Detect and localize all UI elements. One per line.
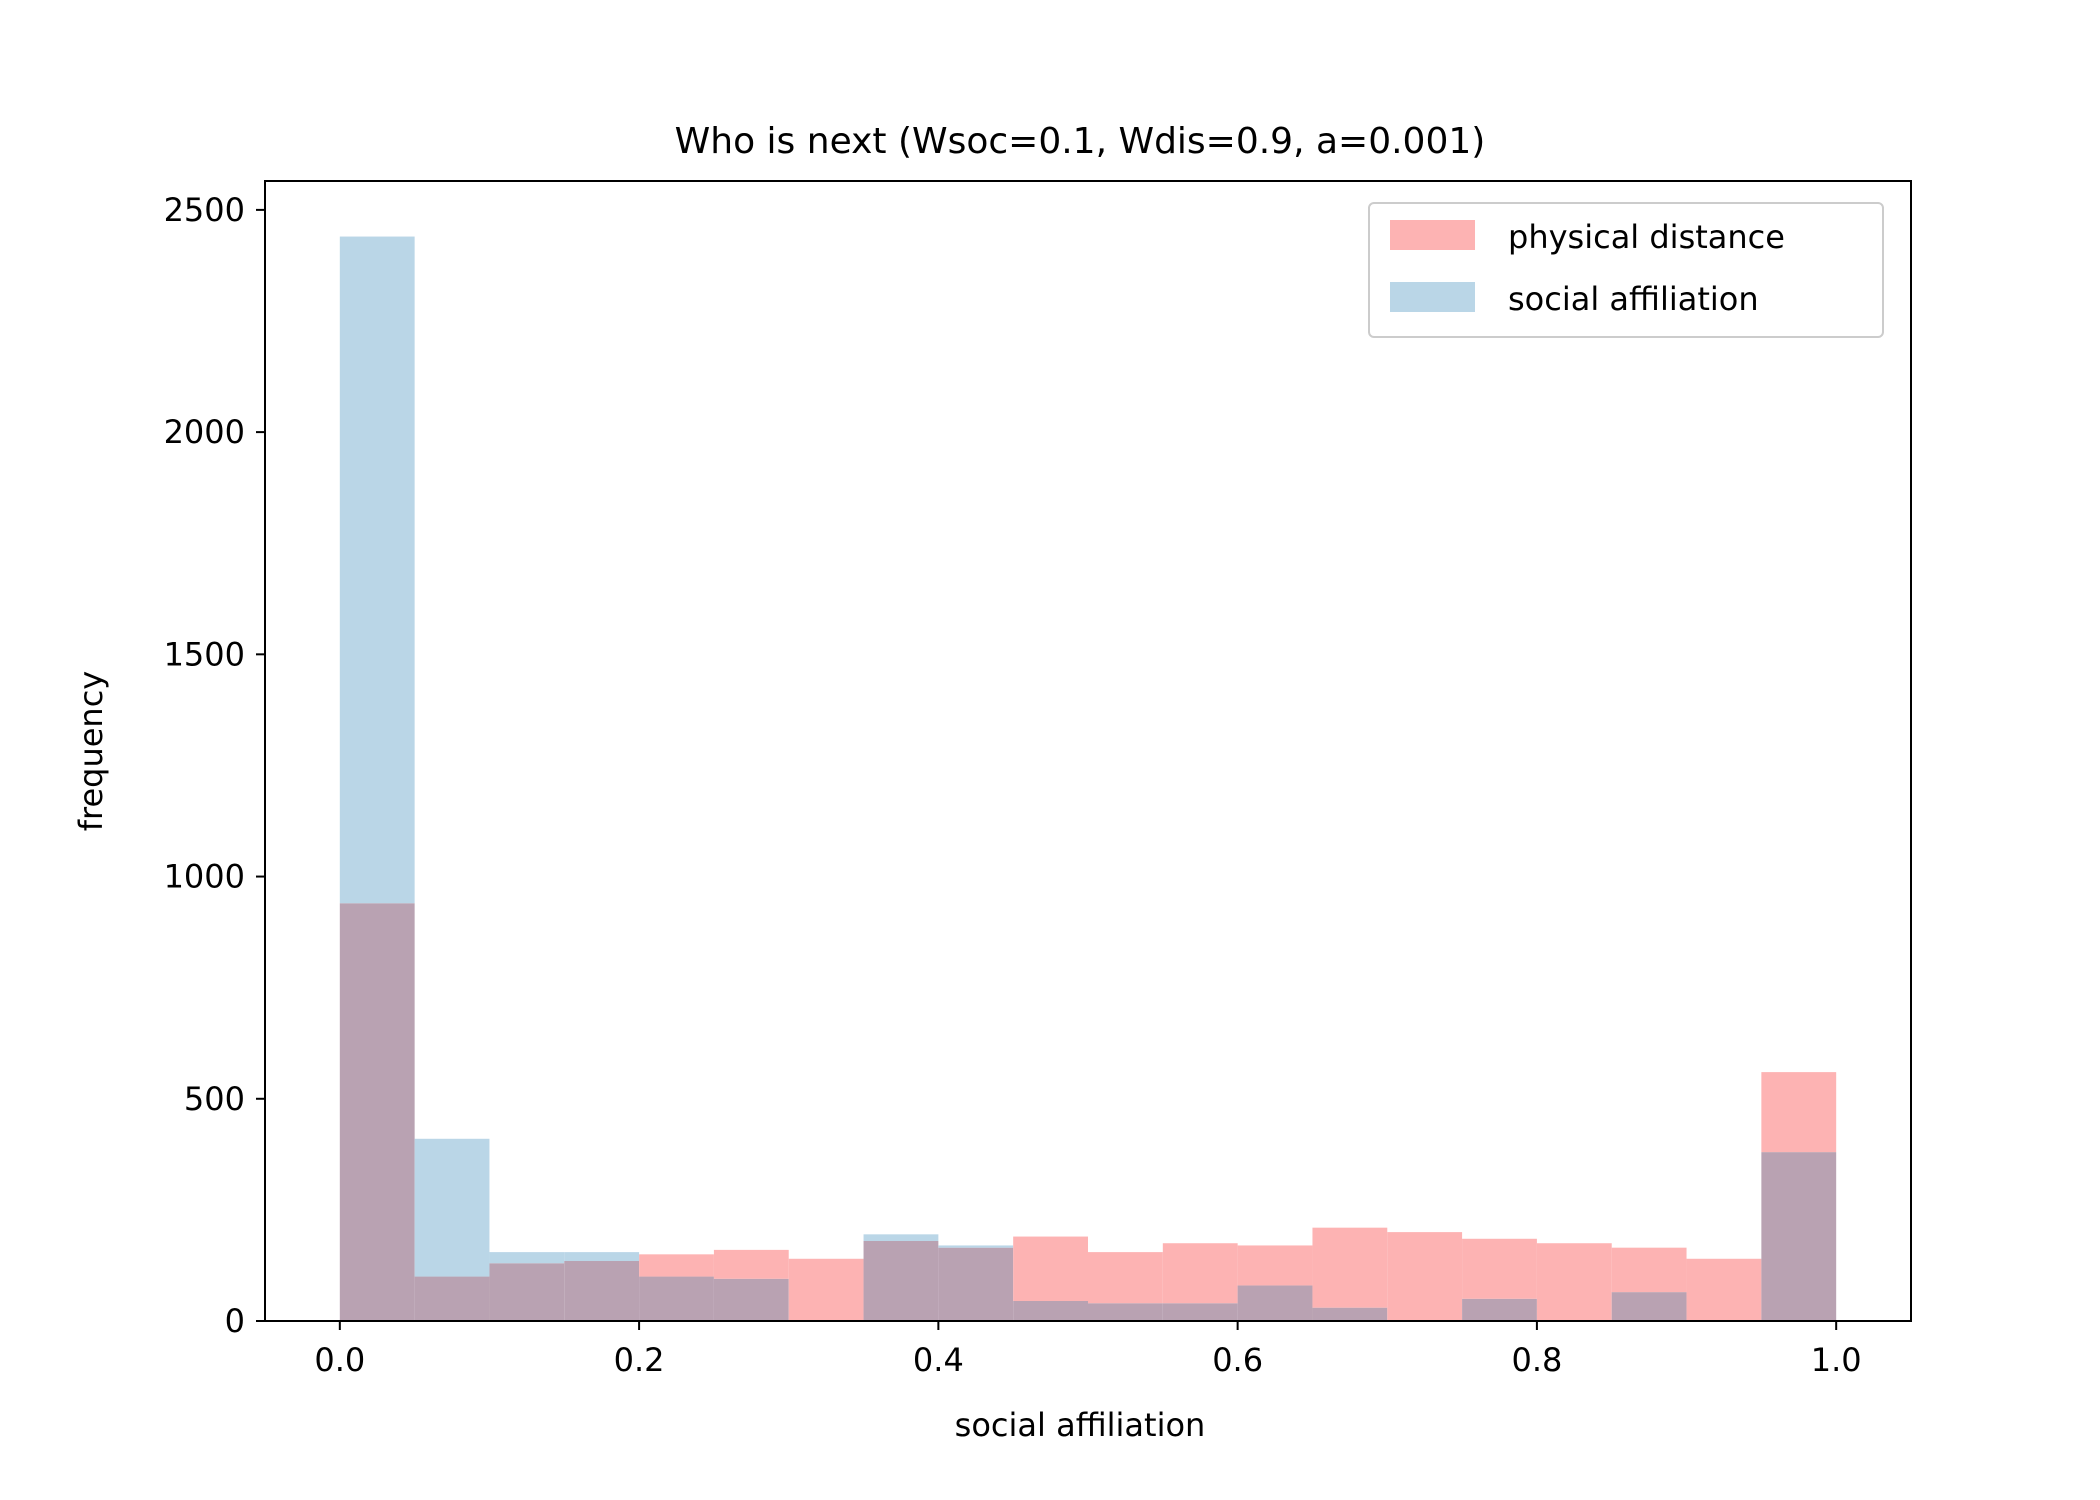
bar-overlap-bin-5 xyxy=(713,1278,789,1321)
y-tick-label: 1000 xyxy=(164,858,245,896)
x-axis-ticks: 0.0 0.2 0.4 0.6 0.8 1.0 xyxy=(314,1321,1862,1379)
bar-physical-distance-bin-11 xyxy=(1162,1243,1238,1304)
bar-physical-distance-bin-10 xyxy=(1088,1252,1163,1304)
x-tick-label: 1.0 xyxy=(1811,1341,1862,1379)
bar-overlap-bin-13 xyxy=(1312,1307,1388,1321)
bar-physical-distance-bin-15 xyxy=(1462,1238,1537,1299)
bar-social-affiliation-bin-8 xyxy=(938,1245,1014,1248)
bar-physical-distance-bin-16 xyxy=(1536,1243,1612,1321)
x-tick-label: 0.6 xyxy=(1212,1341,1263,1379)
legend: physical distance social affiliation xyxy=(1368,202,1884,338)
bar-overlap-bin-9 xyxy=(1013,1301,1088,1321)
y-tick-label: 0 xyxy=(225,1302,245,1340)
plot-frame xyxy=(264,180,1912,1322)
y-axis-ticks: 0 500 1000 1500 2000 2500 xyxy=(164,191,265,1340)
bar-social-affiliation-bin-2 xyxy=(489,1252,565,1264)
y-axis-label: frequency xyxy=(72,671,110,832)
bar-overlap-bin-17 xyxy=(1611,1292,1687,1321)
legend-swatch-social-affiliation xyxy=(1390,282,1475,312)
legend-swatch-physical-distance xyxy=(1390,220,1475,250)
chart-title: Who is next (Wsoc=0.1, Wdis=0.9, a=0.001… xyxy=(675,121,1486,162)
bar-physical-distance-bin-13 xyxy=(1312,1227,1388,1308)
bar-overlap-bin-3 xyxy=(564,1261,640,1321)
bar-overlap-bin-10 xyxy=(1088,1303,1163,1321)
bar-physical-distance-bin-19 xyxy=(1761,1072,1837,1153)
y-tick-label: 1500 xyxy=(164,635,245,673)
x-tick-label: 0.2 xyxy=(614,1341,665,1379)
bar-overlap-bin-15 xyxy=(1462,1298,1537,1321)
bar-physical-distance-bin-14 xyxy=(1387,1232,1463,1321)
bar-social-affiliation-bin-7 xyxy=(863,1234,939,1241)
bar-social-affiliation-bin-1 xyxy=(414,1138,490,1277)
x-axis-label: social affiliation xyxy=(955,1406,1206,1444)
legend-frame xyxy=(1368,202,1884,338)
bar-overlap-bin-2 xyxy=(489,1263,565,1321)
bar-overlap-bin-7 xyxy=(863,1241,939,1321)
x-tick-label: 0.4 xyxy=(913,1341,964,1379)
bar-physical-distance-bin-4 xyxy=(639,1254,714,1277)
bar-overlap-bin-11 xyxy=(1162,1303,1238,1321)
bar-social-affiliation-bin-0 xyxy=(339,236,415,904)
bar-physical-distance-bin-9 xyxy=(1013,1236,1088,1301)
legend-label-physical-distance: physical distance xyxy=(1508,218,1785,256)
y-tick-label: 2500 xyxy=(164,191,245,229)
y-tick-label: 2000 xyxy=(164,413,245,451)
bar-overlap-bin-12 xyxy=(1237,1285,1313,1321)
bar-overlap-bin-1 xyxy=(414,1276,490,1321)
bar-physical-distance-bin-6 xyxy=(788,1258,864,1321)
y-tick-label: 500 xyxy=(184,1080,245,1118)
bar-overlap-bin-0 xyxy=(339,903,415,1321)
bar-physical-distance-bin-12 xyxy=(1237,1245,1313,1286)
bar-physical-distance-bin-17 xyxy=(1611,1247,1687,1293)
bars-group xyxy=(339,236,1837,1321)
bar-overlap-bin-4 xyxy=(639,1276,714,1321)
x-tick-label: 0.8 xyxy=(1511,1341,1562,1379)
bar-overlap-bin-8 xyxy=(938,1247,1014,1321)
bar-physical-distance-bin-18 xyxy=(1686,1258,1762,1321)
legend-label-social-affiliation: social affiliation xyxy=(1508,280,1759,318)
bar-social-affiliation-bin-3 xyxy=(564,1252,640,1261)
x-tick-label: 0.0 xyxy=(314,1341,365,1379)
bar-physical-distance-bin-5 xyxy=(713,1249,789,1279)
bar-overlap-bin-19 xyxy=(1761,1152,1837,1321)
